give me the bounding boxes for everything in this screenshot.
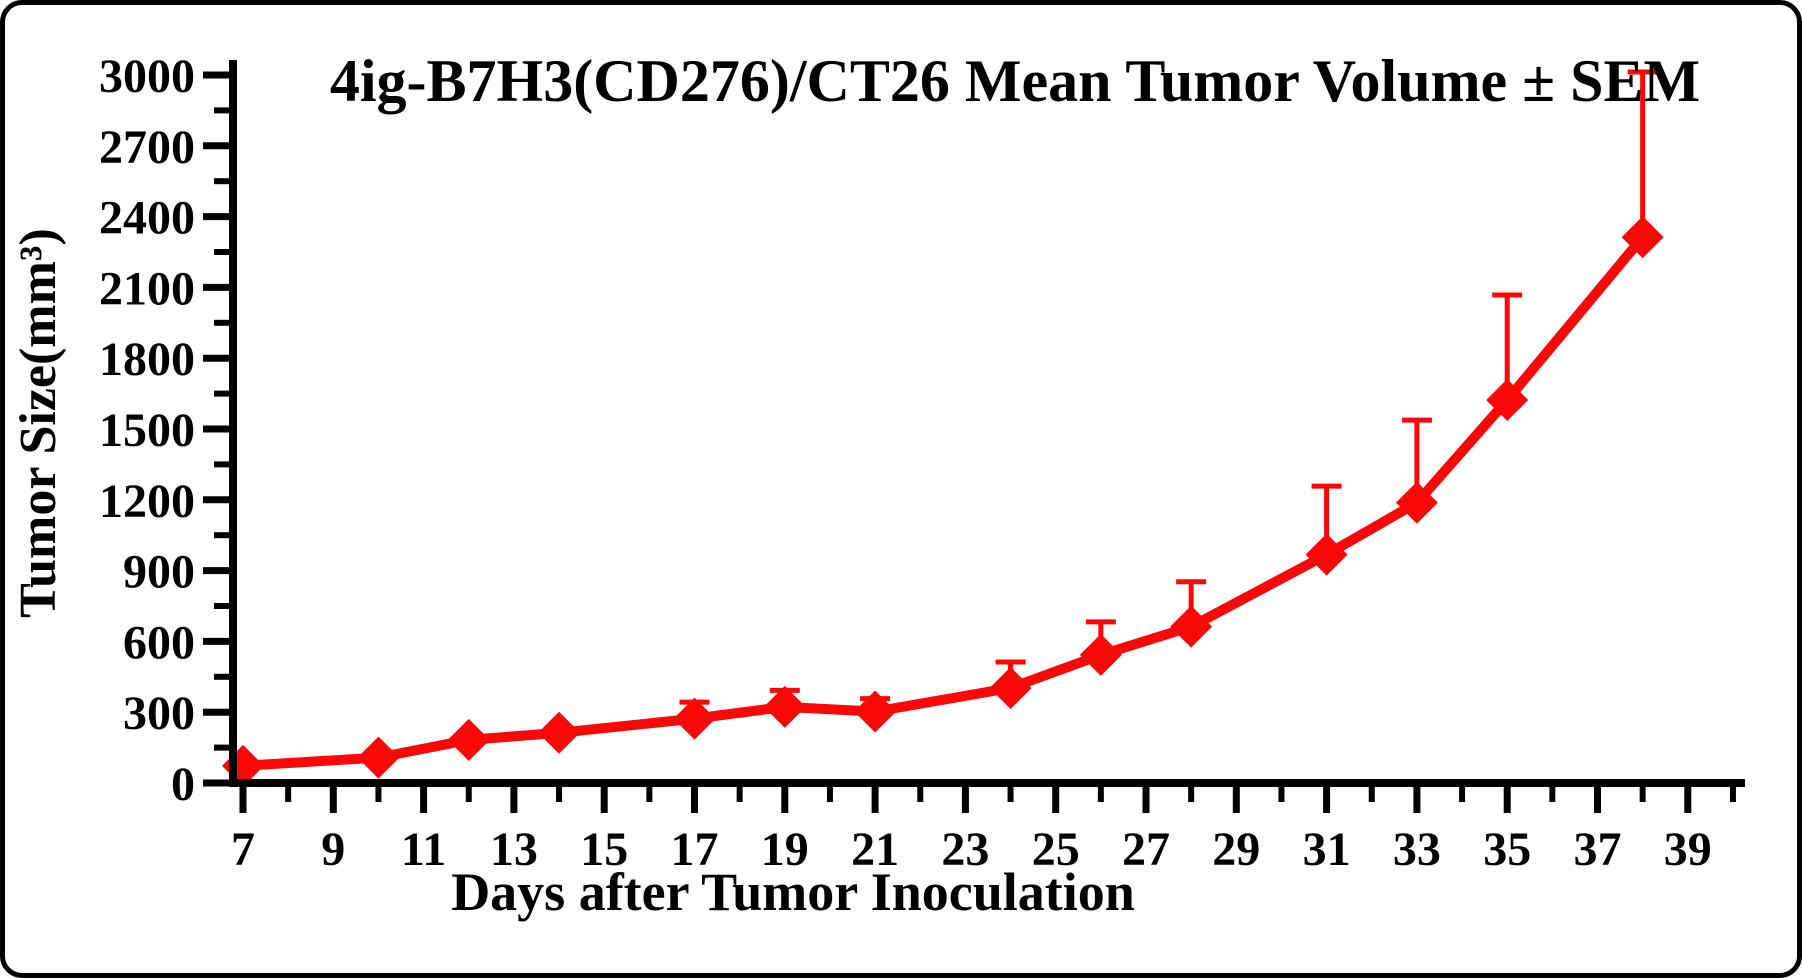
x-tick-label: 19	[761, 823, 809, 876]
data-point-marker	[673, 697, 716, 740]
x-tick-label: 33	[1393, 823, 1441, 876]
x-tick-label: 25	[1032, 823, 1080, 876]
x-tick-label: 21	[851, 823, 899, 876]
x-tick-label: 31	[1303, 823, 1351, 876]
y-tick-label: 1500	[99, 404, 195, 457]
axes	[229, 60, 1745, 787]
y-tick-label: 3000	[99, 50, 195, 103]
x-tick-label: 35	[1483, 823, 1531, 876]
data-point-marker	[1305, 533, 1348, 576]
x-tick-label: 27	[1122, 823, 1170, 876]
y-tick-label: 900	[123, 546, 195, 599]
data-point-marker	[1486, 379, 1529, 422]
y-tick-label: 2400	[99, 192, 195, 245]
x-tick-label: 11	[401, 823, 446, 876]
data-point-marker	[763, 685, 806, 728]
x-tick-label: 15	[580, 823, 628, 876]
y-tick-label: 2700	[99, 121, 195, 174]
data-point-marker	[357, 736, 400, 779]
axis-ticks	[203, 71, 1736, 813]
data-point-marker	[1621, 216, 1664, 259]
x-tick-label: 37	[1574, 823, 1622, 876]
x-axis-line	[229, 779, 1745, 787]
tick-labels: 0 300 600 900 1200 1500 1800 2100 2400 2700 3000 7 9…	[99, 50, 1712, 876]
y-tick-label: 0	[171, 758, 195, 811]
y-axis-title: Tumor Size(mm³)	[10, 228, 67, 618]
series-markers	[222, 216, 1664, 787]
x-tick-label: 7	[231, 823, 255, 876]
chart-title: 4ig-B7H3(CD276)/CT26 Mean Tumor Volume ±…	[330, 48, 1700, 114]
data-point-marker	[1079, 633, 1122, 676]
data-point-marker	[447, 718, 490, 761]
data-point-marker	[1170, 605, 1213, 648]
y-tick-label: 600	[123, 616, 195, 669]
data-point-marker	[538, 711, 581, 754]
y-tick-label: 2100	[99, 262, 195, 315]
y-axis-line	[229, 60, 237, 787]
x-axis-title: Days after Tumor Inoculation	[451, 862, 1135, 922]
x-tick-label: 13	[490, 823, 538, 876]
y-tick-label: 1800	[99, 333, 195, 386]
tumor-volume-chart: 0 300 600 900 1200 1500 1800 2100 2400 2700 3000 7 9…	[10, 48, 1745, 922]
data-point-marker	[1395, 481, 1438, 524]
y-tick-label: 1200	[99, 475, 195, 528]
x-tick-label: 23	[941, 823, 989, 876]
data-point-marker	[989, 666, 1032, 709]
y-tick-label: 300	[123, 687, 195, 740]
data-point-marker	[854, 690, 897, 733]
x-tick-label: 9	[321, 823, 345, 876]
x-tick-label: 39	[1664, 823, 1712, 876]
x-tick-label: 17	[671, 823, 719, 876]
x-tick-label: 29	[1212, 823, 1260, 876]
